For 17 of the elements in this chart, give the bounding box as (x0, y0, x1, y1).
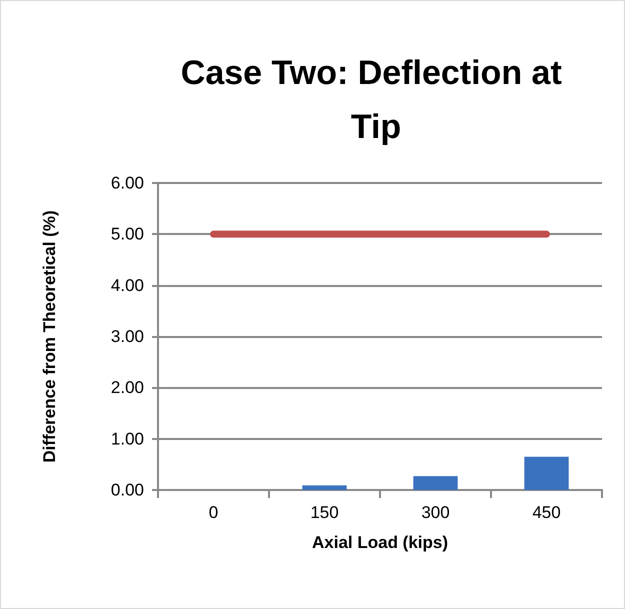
y-tick-label: 4.00 (110, 276, 144, 295)
y-tick-label: 5.00 (110, 224, 144, 244)
y-tick-label: 0.00 (110, 480, 144, 500)
x-axis-title: Axial Load (kips) (312, 533, 448, 552)
x-tick-label: 0 (208, 503, 218, 522)
x-tick-label: 300 (421, 503, 450, 522)
y-tick-label: 2.00 (110, 378, 144, 398)
chart-title: Case Two: Deflection at Tip (180, 54, 572, 146)
bar (302, 485, 347, 490)
x-tick-label: 450 (532, 503, 561, 522)
y-axis-title: Difference from Theoretical (%) (40, 210, 59, 463)
bar (413, 476, 458, 490)
x-tick-label: 150 (310, 503, 339, 522)
y-tick-label: 6.00 (110, 174, 144, 192)
y-tick-label: 1.00 (110, 429, 144, 448)
bar (524, 456, 569, 490)
y-tick-label: 3.00 (110, 327, 144, 346)
